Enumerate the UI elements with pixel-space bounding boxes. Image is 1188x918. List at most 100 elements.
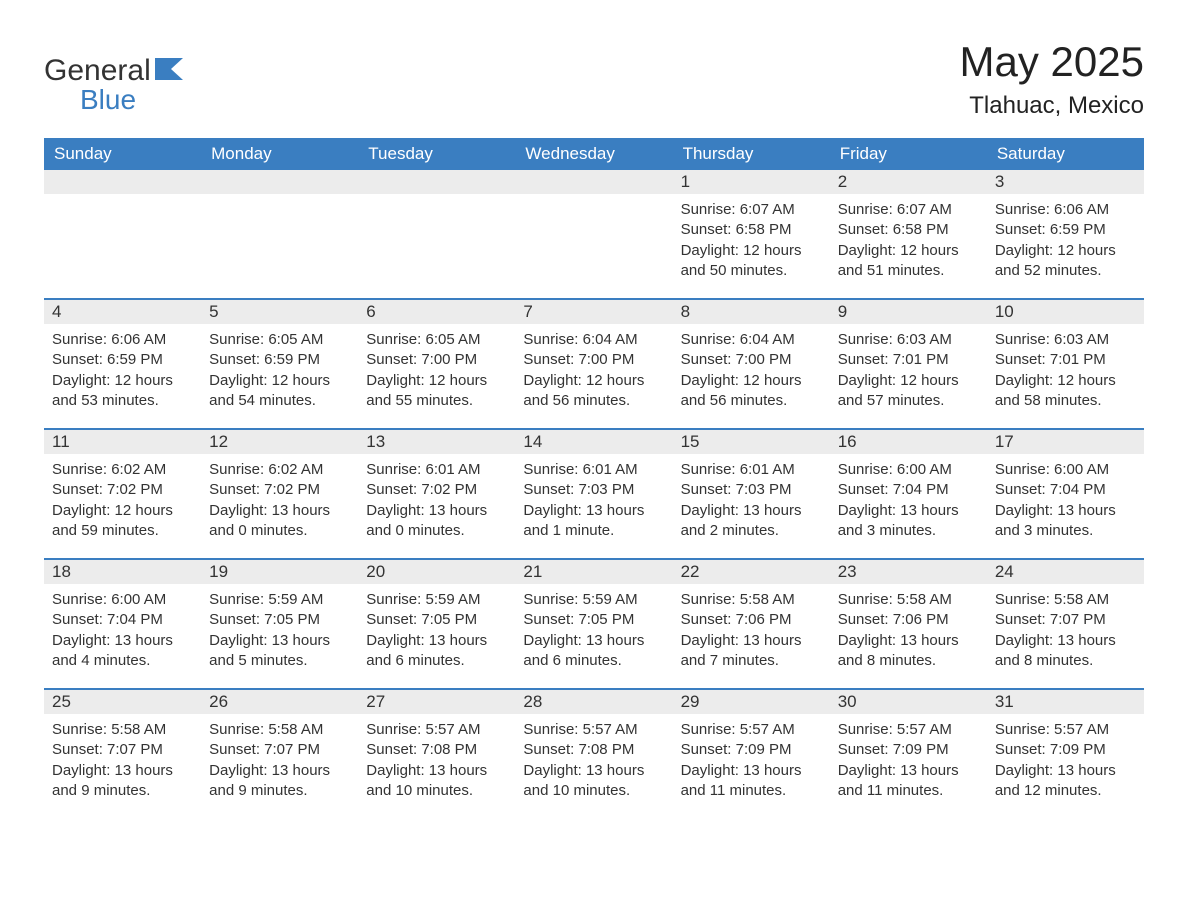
day-content: Sunrise: 6:04 AMSunset: 7:00 PMDaylight:… — [515, 324, 672, 421]
day-number: 23 — [830, 560, 987, 584]
daylight1-text: Daylight: 12 hours — [995, 241, 1136, 261]
sunset-text: Sunset: 7:07 PM — [995, 610, 1136, 630]
day-cell: 20Sunrise: 5:59 AMSunset: 7:05 PMDayligh… — [358, 560, 515, 688]
daylight2-text: and 8 minutes. — [838, 651, 979, 671]
sunrise-text: Sunrise: 5:57 AM — [995, 720, 1136, 740]
daylight2-text: and 3 minutes. — [838, 521, 979, 541]
daylight1-text: Daylight: 12 hours — [681, 241, 822, 261]
sunrise-text: Sunrise: 6:07 AM — [838, 200, 979, 220]
sunrise-text: Sunrise: 6:01 AM — [523, 460, 664, 480]
daylight1-text: Daylight: 12 hours — [209, 371, 350, 391]
day-content: Sunrise: 5:57 AMSunset: 7:09 PMDaylight:… — [830, 714, 987, 811]
brand-text: General Blue — [44, 56, 189, 114]
day-content: Sunrise: 5:59 AMSunset: 7:05 PMDaylight:… — [358, 584, 515, 681]
day-content: Sunrise: 5:59 AMSunset: 7:05 PMDaylight:… — [201, 584, 358, 681]
day-number — [201, 170, 358, 194]
sunset-text: Sunset: 7:04 PM — [52, 610, 193, 630]
day-cell — [44, 170, 201, 298]
day-cell — [515, 170, 672, 298]
daylight1-text: Daylight: 12 hours — [838, 241, 979, 261]
daylight2-text: and 57 minutes. — [838, 391, 979, 411]
daylight1-text: Daylight: 13 hours — [995, 501, 1136, 521]
sunset-text: Sunset: 7:06 PM — [838, 610, 979, 630]
daylight1-text: Daylight: 13 hours — [681, 631, 822, 651]
day-content: Sunrise: 6:00 AMSunset: 7:04 PMDaylight:… — [830, 454, 987, 551]
flag-icon — [155, 56, 189, 86]
day-number — [44, 170, 201, 194]
day-cell: 11Sunrise: 6:02 AMSunset: 7:02 PMDayligh… — [44, 430, 201, 558]
day-cell: 13Sunrise: 6:01 AMSunset: 7:02 PMDayligh… — [358, 430, 515, 558]
daylight2-text: and 10 minutes. — [523, 781, 664, 801]
day-content: Sunrise: 6:05 AMSunset: 6:59 PMDaylight:… — [201, 324, 358, 421]
day-number: 25 — [44, 690, 201, 714]
daylight1-text: Daylight: 13 hours — [838, 761, 979, 781]
week-row: 1Sunrise: 6:07 AMSunset: 6:58 PMDaylight… — [44, 170, 1144, 298]
daylight2-text: and 53 minutes. — [52, 391, 193, 411]
day-number: 10 — [987, 300, 1144, 324]
day-cell: 28Sunrise: 5:57 AMSunset: 7:08 PMDayligh… — [515, 690, 672, 818]
weekday-header: Tuesday — [358, 138, 515, 170]
day-cell: 21Sunrise: 5:59 AMSunset: 7:05 PMDayligh… — [515, 560, 672, 688]
day-number: 16 — [830, 430, 987, 454]
day-content: Sunrise: 6:06 AMSunset: 6:59 PMDaylight:… — [987, 194, 1144, 291]
sunrise-text: Sunrise: 5:58 AM — [681, 590, 822, 610]
sunrise-text: Sunrise: 6:04 AM — [681, 330, 822, 350]
day-number: 2 — [830, 170, 987, 194]
brand-logo: General Blue — [44, 38, 189, 114]
sunrise-text: Sunrise: 6:04 AM — [523, 330, 664, 350]
day-content: Sunrise: 6:02 AMSunset: 7:02 PMDaylight:… — [44, 454, 201, 551]
sunrise-text: Sunrise: 6:01 AM — [681, 460, 822, 480]
day-number: 29 — [673, 690, 830, 714]
day-content: Sunrise: 6:03 AMSunset: 7:01 PMDaylight:… — [987, 324, 1144, 421]
weekday-header-row: Sunday Monday Tuesday Wednesday Thursday… — [44, 138, 1144, 170]
sunset-text: Sunset: 7:01 PM — [838, 350, 979, 370]
week-row: 25Sunrise: 5:58 AMSunset: 7:07 PMDayligh… — [44, 688, 1144, 818]
daylight2-text: and 7 minutes. — [681, 651, 822, 671]
sunrise-text: Sunrise: 5:58 AM — [209, 720, 350, 740]
daylight1-text: Daylight: 12 hours — [838, 371, 979, 391]
sunset-text: Sunset: 7:09 PM — [995, 740, 1136, 760]
daylight2-text: and 11 minutes. — [838, 781, 979, 801]
daylight2-text: and 2 minutes. — [681, 521, 822, 541]
daylight2-text: and 54 minutes. — [209, 391, 350, 411]
daylight1-text: Daylight: 13 hours — [366, 761, 507, 781]
daylight2-text: and 55 minutes. — [366, 391, 507, 411]
day-number: 26 — [201, 690, 358, 714]
day-content: Sunrise: 5:58 AMSunset: 7:07 PMDaylight:… — [201, 714, 358, 811]
day-content: Sunrise: 5:57 AMSunset: 7:08 PMDaylight:… — [358, 714, 515, 811]
day-cell: 10Sunrise: 6:03 AMSunset: 7:01 PMDayligh… — [987, 300, 1144, 428]
page-header: General Blue May 2025 Tlahuac, Mexico — [44, 38, 1144, 120]
sunset-text: Sunset: 6:58 PM — [838, 220, 979, 240]
day-content: Sunrise: 5:58 AMSunset: 7:06 PMDaylight:… — [830, 584, 987, 681]
daylight1-text: Daylight: 12 hours — [995, 371, 1136, 391]
day-number: 12 — [201, 430, 358, 454]
day-number: 15 — [673, 430, 830, 454]
day-content: Sunrise: 5:59 AMSunset: 7:05 PMDaylight:… — [515, 584, 672, 681]
day-cell: 6Sunrise: 6:05 AMSunset: 7:00 PMDaylight… — [358, 300, 515, 428]
daylight1-text: Daylight: 13 hours — [681, 501, 822, 521]
brand-word1: General — [44, 54, 151, 87]
day-cell: 18Sunrise: 6:00 AMSunset: 7:04 PMDayligh… — [44, 560, 201, 688]
day-content: Sunrise: 6:07 AMSunset: 6:58 PMDaylight:… — [830, 194, 987, 291]
sunset-text: Sunset: 7:05 PM — [523, 610, 664, 630]
day-cell: 14Sunrise: 6:01 AMSunset: 7:03 PMDayligh… — [515, 430, 672, 558]
sunrise-text: Sunrise: 5:59 AM — [523, 590, 664, 610]
day-number: 4 — [44, 300, 201, 324]
daylight1-text: Daylight: 13 hours — [995, 761, 1136, 781]
day-number: 14 — [515, 430, 672, 454]
day-number — [358, 170, 515, 194]
day-cell: 25Sunrise: 5:58 AMSunset: 7:07 PMDayligh… — [44, 690, 201, 818]
daylight1-text: Daylight: 13 hours — [995, 631, 1136, 651]
daylight2-text: and 52 minutes. — [995, 261, 1136, 281]
sunset-text: Sunset: 7:01 PM — [995, 350, 1136, 370]
daylight1-text: Daylight: 12 hours — [366, 371, 507, 391]
day-cell: 24Sunrise: 5:58 AMSunset: 7:07 PMDayligh… — [987, 560, 1144, 688]
sunrise-text: Sunrise: 5:59 AM — [366, 590, 507, 610]
sunrise-text: Sunrise: 6:03 AM — [995, 330, 1136, 350]
daylight2-text: and 6 minutes. — [523, 651, 664, 671]
day-content: Sunrise: 5:58 AMSunset: 7:07 PMDaylight:… — [44, 714, 201, 811]
daylight1-text: Daylight: 13 hours — [366, 631, 507, 651]
day-content: Sunrise: 6:07 AMSunset: 6:58 PMDaylight:… — [673, 194, 830, 291]
day-cell: 15Sunrise: 6:01 AMSunset: 7:03 PMDayligh… — [673, 430, 830, 558]
daylight2-text: and 59 minutes. — [52, 521, 193, 541]
